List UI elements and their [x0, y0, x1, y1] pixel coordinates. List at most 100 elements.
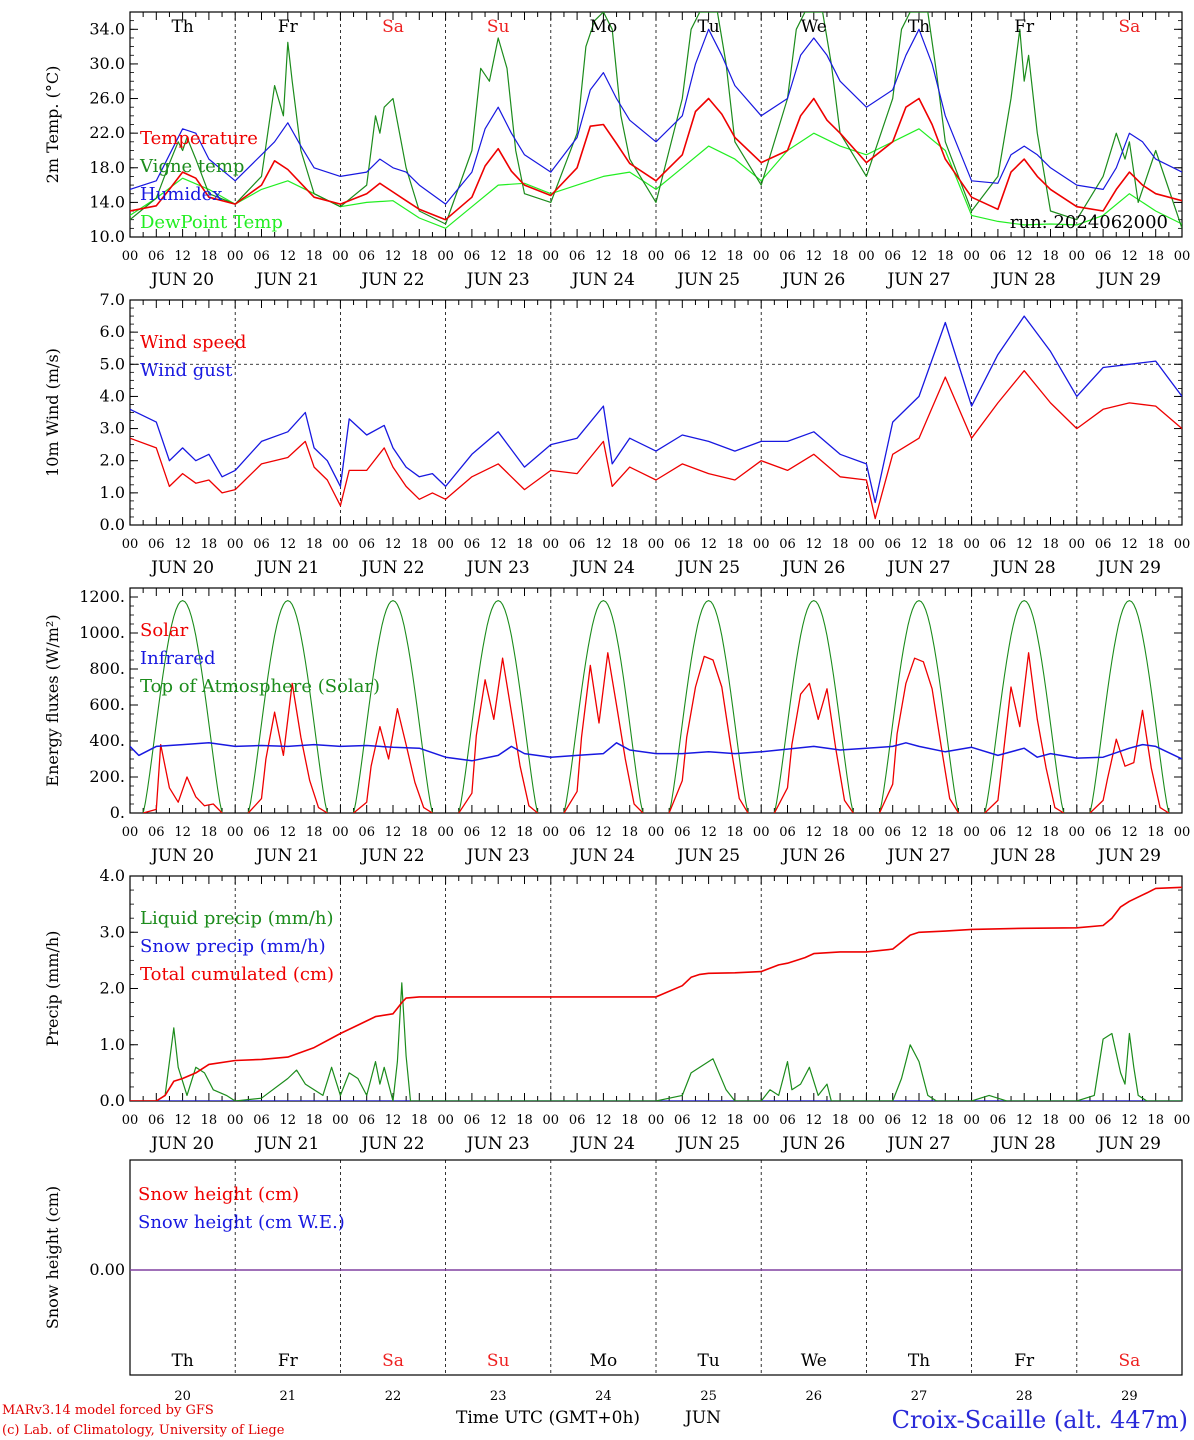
- hour-tick-label: 06: [779, 249, 796, 264]
- hour-tick-label: 06: [253, 825, 270, 840]
- precip-axis-title: Precip (mm/h): [43, 931, 62, 1047]
- day-number-label: 24: [595, 1389, 612, 1404]
- hour-tick-label: 18: [516, 537, 533, 552]
- hour-tick-label: 06: [884, 825, 901, 840]
- hour-tick-label: 18: [201, 1113, 218, 1128]
- y-tick-label: 3.0: [100, 419, 125, 438]
- hour-tick-label: 18: [1147, 1113, 1164, 1128]
- legend-humidex: Humidex: [140, 184, 222, 205]
- date-label: JUN 25: [675, 1134, 740, 1154]
- hour-tick-label: 06: [253, 537, 270, 552]
- hour-tick-label: 12: [595, 1113, 612, 1128]
- day-number-label: 21: [280, 1389, 297, 1404]
- hour-tick-label: 06: [990, 825, 1007, 840]
- hour-tick-label: 12: [806, 537, 823, 552]
- hour-tick-label: 12: [700, 1113, 717, 1128]
- hour-tick-label: 00: [437, 537, 454, 552]
- snow-axis-title: Snow height (cm): [43, 1186, 62, 1329]
- day-label: Su: [487, 1351, 510, 1371]
- toa-solar-line: [773, 600, 854, 813]
- hour-tick-label: 12: [280, 249, 297, 264]
- hour-tick-label: 12: [1016, 1113, 1033, 1128]
- toa-solar-line: [668, 600, 749, 813]
- hour-tick-label: 00: [963, 1113, 980, 1128]
- legend-top-of-atmosphere-solar: Top of Atmosphere (Solar): [140, 676, 380, 697]
- hour-tick-label: 06: [569, 249, 586, 264]
- y-tick-label: 22.0: [89, 123, 125, 142]
- day-number-label: 20: [174, 1389, 191, 1404]
- hour-tick-label: 06: [148, 1113, 165, 1128]
- day-label: Tu: [697, 1351, 719, 1371]
- solar-line: [563, 652, 644, 813]
- hour-tick-label: 00: [963, 825, 980, 840]
- hour-tick-label: 06: [674, 825, 691, 840]
- date-label: JUN 29: [1096, 1134, 1161, 1154]
- hour-tick-label: 06: [253, 249, 270, 264]
- hour-tick-label: 06: [1095, 1113, 1112, 1128]
- hour-tick-label: 00: [1069, 249, 1086, 264]
- hour-tick-label: 18: [832, 537, 849, 552]
- hour-tick-label: 00: [648, 825, 665, 840]
- date-label: JUN 29: [1096, 558, 1161, 578]
- hour-tick-label: 00: [648, 537, 665, 552]
- hour-tick-label: 00: [753, 537, 770, 552]
- hour-tick-label: 18: [306, 249, 323, 264]
- hour-tick-label: 18: [621, 537, 638, 552]
- hour-tick-label: 06: [464, 537, 481, 552]
- y-tick-label: 2.0: [100, 979, 125, 998]
- day-label: Sa: [1119, 17, 1141, 37]
- hour-tick-label: 12: [174, 249, 191, 264]
- date-label: JUN 24: [570, 558, 635, 578]
- hour-tick-label: 18: [937, 1113, 954, 1128]
- day-number-label: 29: [1121, 1389, 1138, 1404]
- solar-line: [143, 743, 223, 813]
- hour-tick-label: 00: [1069, 537, 1086, 552]
- hour-tick-label: 06: [1095, 537, 1112, 552]
- y-tick-label: 400.: [89, 731, 125, 750]
- toa-solar-line: [142, 600, 223, 813]
- toa-solar-line: [984, 600, 1065, 813]
- hour-tick-label: 12: [1016, 537, 1033, 552]
- solar-line: [773, 682, 854, 813]
- temperature-axis-title: 2m Temp. (°C): [43, 66, 62, 184]
- hour-tick-label: 18: [937, 537, 954, 552]
- hour-tick-label: 18: [621, 249, 638, 264]
- hour-tick-label: 00: [1174, 249, 1191, 264]
- hour-tick-label: 00: [227, 537, 244, 552]
- day-label: Fr: [1014, 17, 1035, 37]
- wind-gust-line: [130, 315, 1182, 504]
- hour-tick-label: 06: [674, 537, 691, 552]
- hour-tick-label: 00: [543, 1113, 560, 1128]
- date-label: JUN 21: [254, 558, 319, 578]
- wind-axis-title: 10m Wind (m/s): [43, 348, 62, 477]
- date-label: JUN 27: [885, 1134, 950, 1154]
- y-tick-label: 6.0: [100, 322, 125, 341]
- legend-solar: Solar: [140, 620, 189, 641]
- date-label: JUN 25: [675, 558, 740, 578]
- wind-speed-line: [130, 370, 1182, 520]
- date-label: JUN 22: [359, 846, 424, 866]
- hour-tick-label: 12: [1121, 825, 1138, 840]
- date-label: JUN 23: [465, 558, 530, 578]
- hour-tick-label: 18: [516, 825, 533, 840]
- hour-tick-label: 12: [280, 825, 297, 840]
- day-label: Th: [908, 17, 930, 37]
- hour-tick-label: 06: [148, 825, 165, 840]
- day-number-label: 27: [911, 1389, 928, 1404]
- y-tick-label: 800.: [89, 659, 125, 678]
- day-number-label: 25: [700, 1389, 717, 1404]
- hour-tick-label: 12: [1121, 249, 1138, 264]
- hour-tick-label: 00: [753, 249, 770, 264]
- hour-tick-label: 18: [621, 1113, 638, 1128]
- hour-tick-label: 18: [411, 1113, 428, 1128]
- model-credit: MARv3.14 model forced by GFS: [2, 1403, 214, 1418]
- hour-tick-label: 00: [227, 249, 244, 264]
- hour-tick-label: 00: [858, 1113, 875, 1128]
- hour-tick-label: 06: [569, 1113, 586, 1128]
- date-label: JUN 26: [780, 1134, 845, 1154]
- toa-solar-line: [247, 600, 328, 813]
- hour-tick-label: 12: [174, 1113, 191, 1128]
- solar-line: [353, 707, 433, 813]
- hour-tick-label: 12: [174, 537, 191, 552]
- legend-total-cumulated-cm: Total cumulated (cm): [140, 964, 334, 985]
